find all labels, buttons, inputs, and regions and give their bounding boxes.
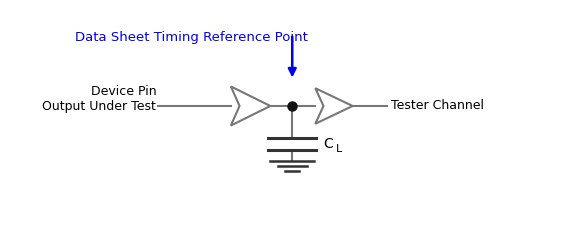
Text: C: C	[323, 137, 333, 151]
Text: Device Pin
Output Under Test: Device Pin Output Under Test	[42, 85, 156, 113]
Text: L: L	[336, 144, 342, 154]
Text: Data Sheet Timing Reference Point: Data Sheet Timing Reference Point	[75, 31, 308, 44]
Text: Tester Channel: Tester Channel	[391, 100, 484, 112]
